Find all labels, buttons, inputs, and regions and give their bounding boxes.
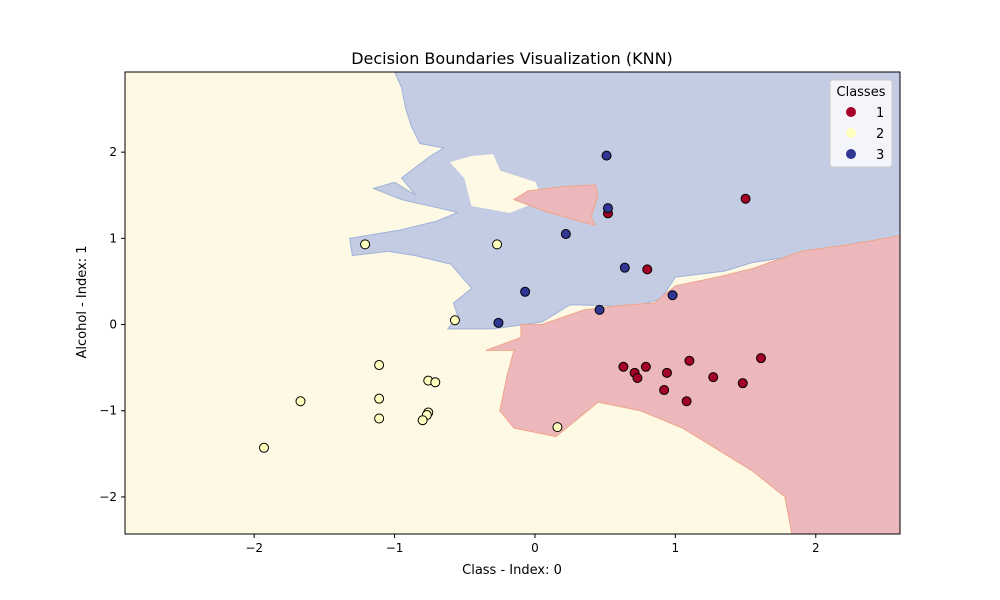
point-class-2 — [360, 239, 371, 250]
point-class-1 — [681, 396, 692, 407]
point-class-2 — [492, 239, 503, 250]
y-axis-label: Alcohol - Index: 1 — [75, 246, 90, 359]
point-class-3 — [560, 229, 571, 240]
point-class-3 — [619, 262, 630, 273]
x-tick-label: 1 — [672, 541, 680, 555]
legend-marker-class-2 — [846, 128, 856, 138]
point-class-3 — [493, 317, 504, 328]
point-class-2 — [417, 415, 428, 426]
point-class-2 — [258, 442, 269, 453]
region-class-3-0 — [349, 72, 900, 330]
legend-marker-class-3 — [846, 149, 856, 159]
point-class-1 — [740, 193, 751, 204]
point-class-1 — [684, 355, 695, 366]
region-class-1-2 — [512, 184, 599, 227]
point-class-2 — [374, 413, 385, 424]
point-class-3 — [594, 304, 605, 315]
x-axis-label: Class - Index: 0 — [462, 563, 562, 578]
point-class-1 — [737, 378, 748, 389]
legend-label-class-1: 1 — [876, 106, 884, 121]
point-class-1 — [618, 361, 629, 372]
point-class-1 — [756, 353, 767, 364]
axes: −2 −1 0 1 2 −2 −1 0 1 2 — [99, 71, 901, 555]
point-class-1 — [661, 367, 672, 378]
region-class-1-3 — [485, 235, 900, 534]
x-tick-label: −2 — [245, 541, 263, 555]
point-class-3 — [520, 286, 531, 297]
point-class-2 — [374, 393, 385, 404]
point-class-1 — [659, 385, 670, 396]
legend: Classes 1 2 3 — [829, 79, 893, 168]
y-tick-label: −1 — [99, 404, 117, 418]
legend-marker-class-1 — [846, 107, 856, 117]
point-class-2 — [449, 315, 460, 326]
point-class-2 — [295, 396, 306, 407]
point-class-1 — [708, 372, 719, 383]
point-class-1 — [632, 372, 643, 383]
legend-label-class-2: 2 — [876, 127, 884, 142]
point-class-2 — [430, 377, 441, 388]
legend-label-class-3: 3 — [876, 148, 884, 163]
plot-area — [125, 72, 900, 534]
point-class-3 — [601, 150, 612, 161]
x-tick-label: 2 — [812, 541, 820, 555]
point-class-3 — [602, 203, 613, 214]
chart-title: Decision Boundaries Visualization (KNN) — [351, 49, 673, 68]
x-tick-label: −1 — [386, 541, 404, 555]
point-class-3 — [667, 290, 678, 301]
x-tick-label: 0 — [531, 541, 539, 555]
point-class-2 — [552, 422, 563, 433]
legend-title: Classes — [837, 85, 886, 100]
y-tick-label: −2 — [99, 490, 117, 504]
y-tick-label: 0 — [109, 318, 117, 332]
point-class-1 — [642, 264, 653, 275]
legend-box — [829, 79, 893, 168]
point-class-2 — [374, 360, 385, 371]
y-tick-label: 2 — [109, 145, 117, 159]
y-tick-label: 1 — [109, 231, 117, 245]
point-class-1 — [640, 361, 651, 372]
axes-frame — [124, 71, 901, 535]
